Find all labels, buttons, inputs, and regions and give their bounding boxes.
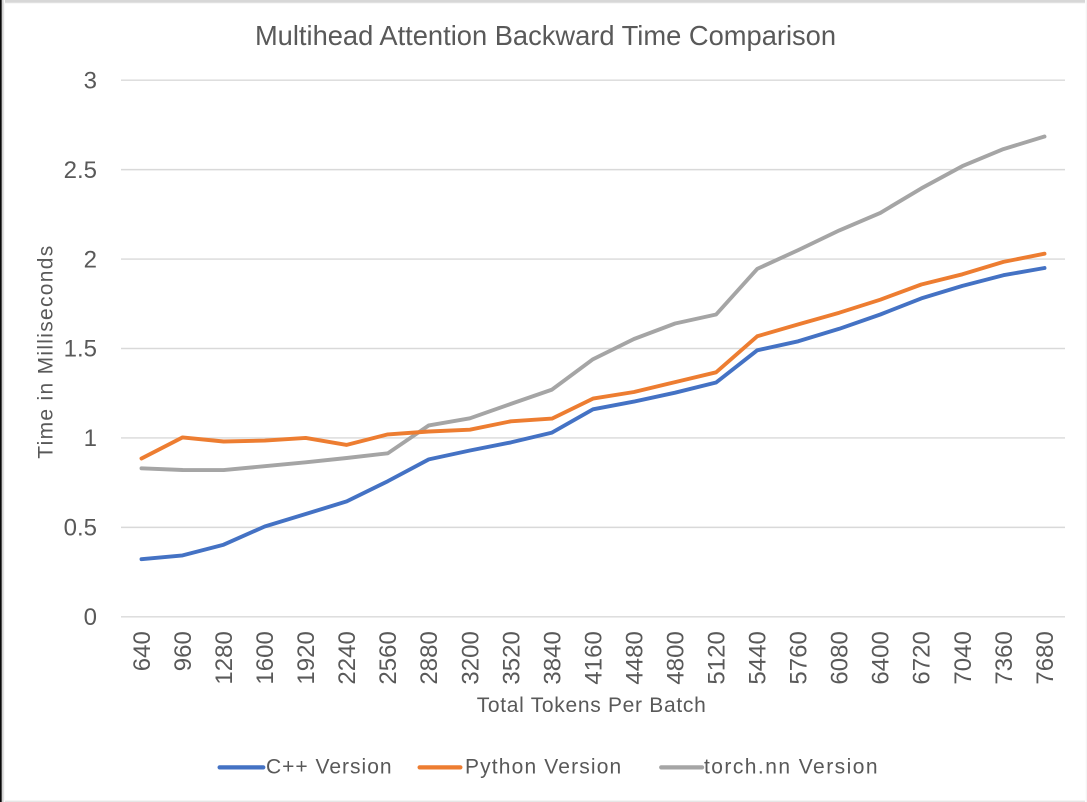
svg-text:640: 640: [129, 631, 156, 671]
svg-text:6080: 6080: [827, 631, 854, 684]
svg-text:3520: 3520: [498, 631, 525, 684]
svg-text:1: 1: [84, 425, 97, 452]
svg-text:5120: 5120: [704, 631, 731, 684]
svg-text:2880: 2880: [416, 631, 443, 684]
svg-text:torch.nn Version: torch.nn Version: [704, 755, 879, 778]
svg-text:1600: 1600: [252, 631, 279, 684]
svg-text:1280: 1280: [211, 631, 238, 684]
svg-text:1920: 1920: [293, 631, 320, 684]
svg-text:960: 960: [170, 631, 197, 671]
svg-text:C++ Version: C++ Version: [266, 755, 393, 778]
svg-text:4800: 4800: [663, 631, 690, 684]
svg-text:1.5: 1.5: [64, 336, 97, 363]
svg-text:4480: 4480: [621, 631, 648, 684]
svg-text:7040: 7040: [950, 631, 977, 684]
svg-text:0.5: 0.5: [64, 515, 97, 542]
svg-text:0: 0: [84, 604, 97, 631]
svg-text:7360: 7360: [991, 631, 1018, 684]
svg-text:5440: 5440: [745, 631, 772, 684]
svg-text:2240: 2240: [334, 631, 361, 684]
svg-text:Time in Milliseconds: Time in Milliseconds: [34, 244, 57, 458]
svg-text:6400: 6400: [868, 631, 895, 684]
svg-text:Total Tokens Per Batch: Total Tokens Per Batch: [477, 694, 707, 717]
svg-text:Python Version: Python Version: [465, 755, 622, 778]
svg-text:3200: 3200: [457, 631, 484, 684]
svg-text:2560: 2560: [375, 631, 402, 684]
svg-text:2.5: 2.5: [64, 157, 97, 184]
svg-text:3: 3: [84, 67, 97, 94]
svg-text:4160: 4160: [580, 631, 607, 684]
svg-text:7680: 7680: [1032, 631, 1059, 684]
svg-text:6720: 6720: [909, 631, 936, 684]
svg-text:Multihead Attention Backward T: Multihead Attention Backward Time Compar…: [255, 20, 836, 51]
svg-text:5760: 5760: [786, 631, 813, 684]
svg-text:3840: 3840: [539, 631, 566, 684]
svg-text:2: 2: [84, 246, 97, 273]
